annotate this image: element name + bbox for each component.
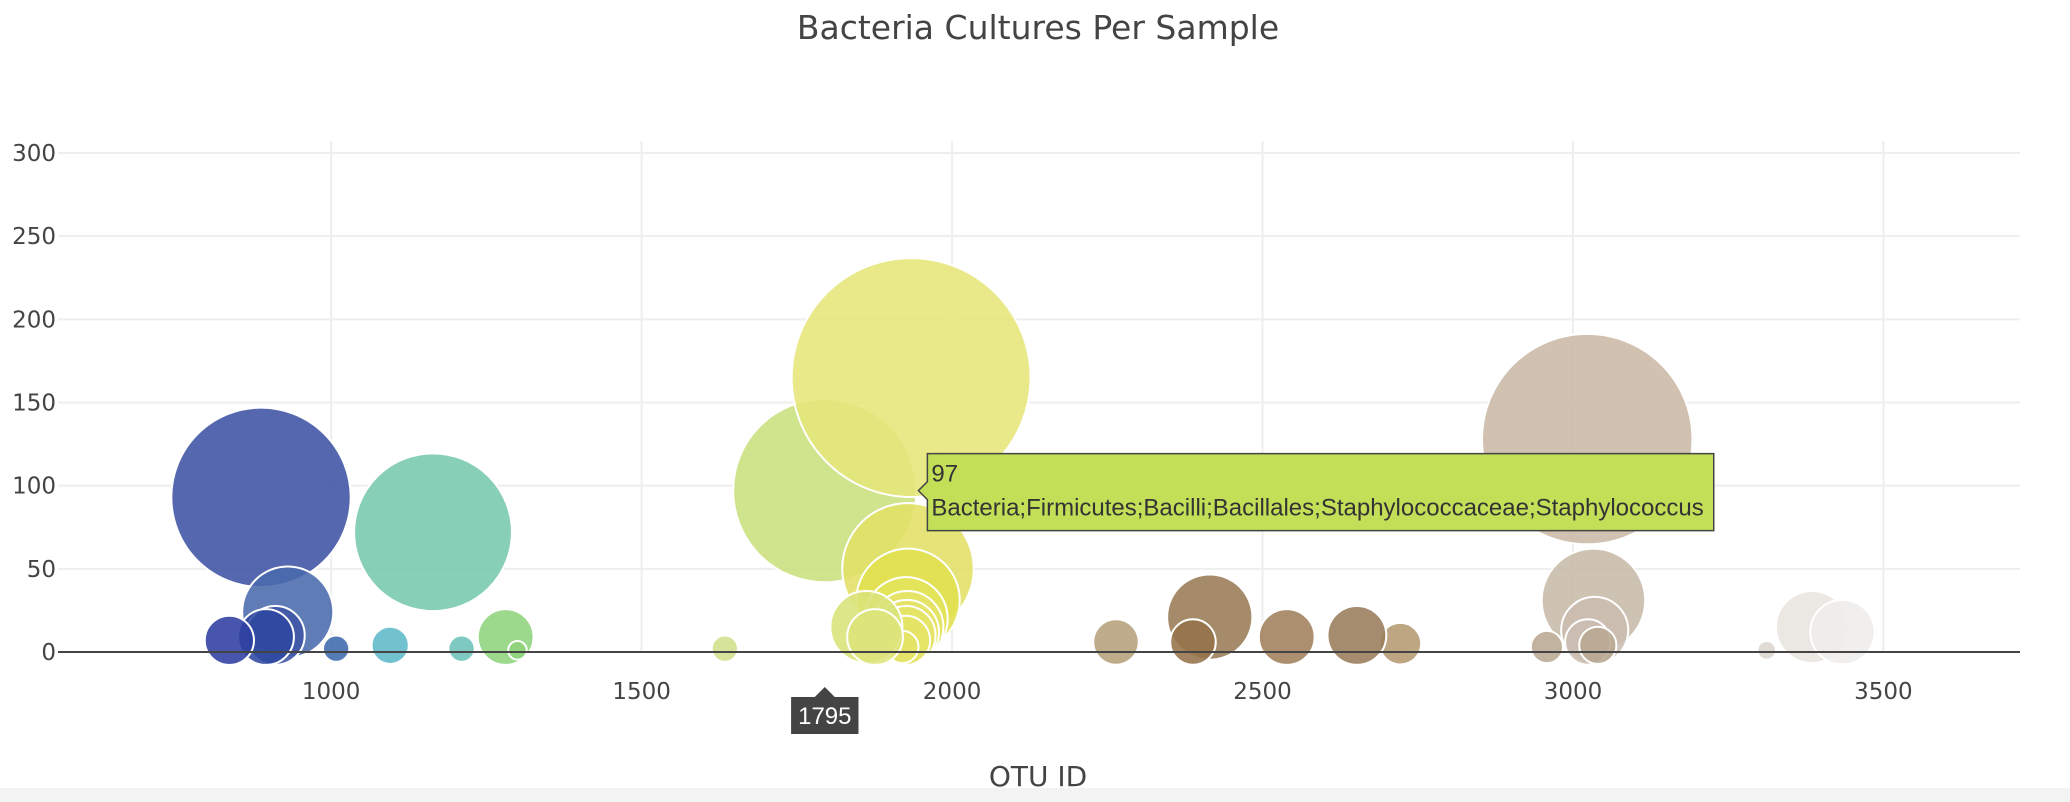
y-tick-label: 250 xyxy=(12,224,56,250)
x-tick-label: 3000 xyxy=(1544,679,1603,705)
x-axis-label: OTU ID xyxy=(989,760,1087,793)
y-axis-ticks: 0 50 100 150 200 250 300 xyxy=(12,141,56,666)
data-bubble[interactable] xyxy=(507,640,528,661)
x-tick-label: 2500 xyxy=(1233,679,1292,705)
data-bubble[interactable] xyxy=(846,608,904,666)
y-tick-label: 300 xyxy=(12,141,56,167)
data-bubble[interactable] xyxy=(1756,640,1777,661)
x-tick-label: 1500 xyxy=(612,679,671,705)
data-bubble[interactable] xyxy=(1257,608,1316,666)
data-bubble[interactable] xyxy=(1578,625,1618,665)
x-tick-label: 3500 xyxy=(1854,679,1913,705)
data-bubble[interactable] xyxy=(1326,604,1388,666)
data-bubble[interactable] xyxy=(170,406,352,588)
footer-bar xyxy=(0,788,2070,802)
data-bubble[interactable] xyxy=(1809,598,1876,666)
data-bubble[interactable] xyxy=(322,634,351,663)
y-tick-label: 0 xyxy=(41,640,56,666)
y-tick-label: 100 xyxy=(12,474,56,500)
hover-tooltip-value: 97 xyxy=(931,461,958,488)
bubble-layer xyxy=(170,257,1876,666)
y-tick-label: 150 xyxy=(12,391,56,417)
data-bubble[interactable] xyxy=(790,257,1032,499)
data-bubble[interactable] xyxy=(203,614,255,666)
grid-layer xyxy=(58,141,2020,652)
data-bubble[interactable] xyxy=(353,452,513,613)
x-tick-label: 2000 xyxy=(923,679,982,705)
y-tick-label: 200 xyxy=(12,307,56,333)
hover-tooltip-label: Bacteria;Firmicutes;Bacilli;Bacillales;S… xyxy=(931,495,1703,522)
x-tick-label: 1000 xyxy=(302,679,361,705)
data-bubble[interactable] xyxy=(370,625,410,665)
data-bubble[interactable] xyxy=(1092,618,1140,666)
data-bubble[interactable] xyxy=(1169,618,1217,666)
y-tick-label: 50 xyxy=(27,557,56,583)
x-hover-label: 1795 xyxy=(791,687,859,734)
chart-title: Bacteria Cultures Per Sample xyxy=(797,8,1279,47)
hover-tooltip-box xyxy=(917,452,1715,532)
data-bubble[interactable] xyxy=(447,634,476,663)
x-axis-ticks: 1000 1500 2000 2500 3000 3500 xyxy=(302,679,1913,705)
data-bubble[interactable] xyxy=(1529,629,1564,665)
hover-tooltip: 97 Bacteria;Firmicutes;Bacilli;Bacillale… xyxy=(917,452,1715,532)
x-hover-label-text: 1795 xyxy=(798,703,851,730)
x-hover-label-box xyxy=(791,687,859,734)
data-bubble[interactable] xyxy=(710,634,739,663)
